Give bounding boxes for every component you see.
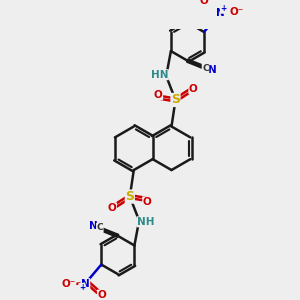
- Text: +: +: [79, 283, 85, 292]
- Text: S: S: [125, 190, 134, 203]
- Text: C: C: [202, 64, 209, 73]
- Text: O: O: [108, 203, 116, 213]
- Text: HN: HN: [151, 70, 168, 80]
- Text: N: N: [89, 221, 98, 231]
- Text: C: C: [97, 224, 103, 232]
- Text: +: +: [220, 4, 226, 14]
- Text: N: N: [208, 65, 217, 75]
- Text: O: O: [98, 290, 106, 300]
- Text: O⁻: O⁻: [230, 7, 244, 17]
- Text: O⁻: O⁻: [61, 280, 76, 290]
- Text: NH: NH: [137, 217, 154, 227]
- Text: O: O: [189, 84, 198, 94]
- Text: O: O: [143, 197, 152, 207]
- Text: N: N: [81, 279, 90, 289]
- Text: O: O: [154, 90, 163, 100]
- Text: N: N: [216, 8, 224, 18]
- Text: O: O: [199, 0, 208, 6]
- Text: S: S: [171, 94, 180, 106]
